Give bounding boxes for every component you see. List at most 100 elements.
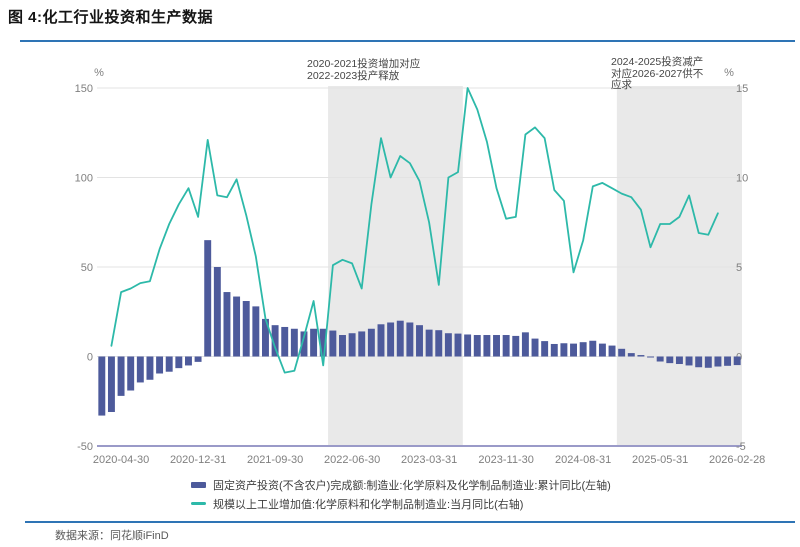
bar [127, 356, 135, 391]
bar [724, 356, 732, 366]
right-axis-tick: 10 [736, 173, 748, 185]
bar [184, 356, 192, 366]
bar [579, 342, 587, 357]
bar [319, 328, 327, 357]
bar [310, 328, 318, 357]
bar [107, 356, 115, 412]
legend-item-investment: 固定资产投资(不含农户)完成额:制造业:化学原料及化学制品制造业:累计同比(左轴… [191, 477, 611, 492]
bar [502, 335, 510, 357]
bar [483, 335, 491, 357]
bar [560, 343, 568, 357]
annotation-2020-2021: 2020-2021投资增加对应 2022-2023投产释放 [307, 58, 421, 82]
bar [396, 320, 404, 357]
bar [252, 306, 260, 357]
bar [416, 325, 423, 357]
bar [598, 343, 606, 357]
line-series-swatch [191, 502, 206, 505]
bar [194, 356, 202, 362]
x-axis-tick: 2024-08-31 [555, 454, 611, 466]
bar [493, 335, 500, 357]
bar [213, 267, 221, 357]
bar [290, 328, 298, 357]
bar-series [98, 240, 741, 416]
bar [647, 356, 655, 358]
annotation-2024-2025: 2024-2025投资减产 对应2026-2027供不 应求 [611, 56, 704, 91]
bar [733, 356, 741, 366]
left-axis-tick: 150 [75, 83, 93, 95]
bar [521, 332, 529, 357]
bar [531, 338, 539, 357]
bar [589, 340, 597, 357]
bar [358, 331, 366, 357]
legend-label-investment: 固定资产投资(不含农户)完成额:制造业:化学原料及化学制品制造业:累计同比(左轴… [213, 479, 611, 492]
right-axis-tick: -5 [736, 441, 746, 453]
bar [425, 329, 433, 357]
line-series [110, 87, 719, 374]
bar [473, 335, 481, 357]
bar [329, 330, 337, 357]
bar [387, 322, 395, 357]
x-axis-tick: 2020-04-30 [93, 454, 149, 466]
bar [136, 356, 144, 383]
bar [627, 353, 635, 357]
right-axis-tick: 5 [736, 262, 742, 274]
left-axis-tick: 0 [87, 352, 93, 364]
bar [271, 325, 279, 357]
bar [704, 356, 712, 368]
bar [464, 334, 472, 357]
bar [146, 356, 154, 380]
bar [223, 292, 231, 357]
bar [98, 356, 106, 416]
left-axis-tick: -50 [77, 441, 93, 453]
x-axis-tick: 2021-09-30 [247, 454, 303, 466]
bar [570, 343, 577, 357]
legend-label-output: 规模以上工业增加值:化学原料和化学制品制造业:当月同比(右轴) [213, 498, 524, 511]
bar [165, 356, 173, 372]
bar [656, 356, 664, 362]
bar [348, 333, 356, 357]
data-source-label: 数据来源：同花顺iFinD [55, 530, 169, 542]
legend-item-output: 规模以上工业增加值:化学原料和化学制品制造业:当月同比(右轴) [191, 496, 611, 511]
bar [435, 330, 443, 357]
left-axis-tick: 100 [75, 173, 93, 185]
bar [204, 240, 212, 357]
x-axis-tick: 2025-05-31 [632, 454, 688, 466]
x-axis-tick: 2020-12-31 [170, 454, 226, 466]
bar [377, 324, 385, 357]
x-axis-tick: 2022-06-30 [324, 454, 380, 466]
x-axis-tick: 2023-03-31 [401, 454, 457, 466]
bar [714, 356, 722, 367]
bar [262, 318, 269, 357]
shaded-band [328, 86, 463, 446]
x-axis-tick: 2023-11-30 [478, 454, 533, 466]
title-divider [20, 40, 795, 42]
bar [242, 301, 250, 357]
shaded-band [616, 86, 742, 446]
bar [637, 355, 645, 357]
bar [233, 296, 241, 357]
bar [444, 333, 452, 357]
page-title: 图 4:化工行业投资和生产数据 [8, 9, 214, 26]
legend: 固定资产投资(不含农户)完成额:制造业:化学原料及化学制品制造业:累计同比(左轴… [191, 477, 611, 515]
bar [541, 341, 549, 357]
bar [339, 335, 346, 357]
bar [156, 356, 164, 374]
bar [454, 333, 462, 357]
bar [695, 356, 703, 368]
bar [406, 322, 414, 357]
bar [675, 356, 683, 365]
bar [175, 356, 183, 369]
bar [281, 326, 289, 357]
bar [550, 343, 558, 357]
left-axis-unit: % [94, 67, 104, 79]
left-axis-tick: 50 [81, 262, 93, 274]
bar [685, 356, 693, 366]
bar [512, 335, 520, 357]
bar [117, 356, 125, 396]
right-axis-tick: 15 [736, 83, 748, 95]
bar [618, 348, 626, 357]
x-axis-tick: 2026-02-28 [709, 454, 765, 466]
bar [608, 345, 616, 357]
